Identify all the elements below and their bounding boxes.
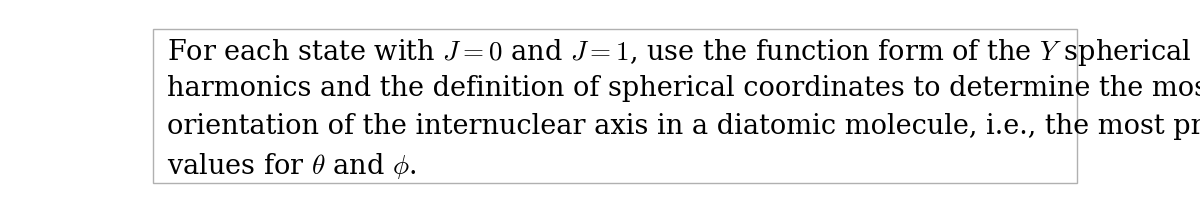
Text: values for $\theta$ and $\phi$.: values for $\theta$ and $\phi$. xyxy=(167,151,416,181)
Text: harmonics and the definition of spherical coordinates to determine the most prob: harmonics and the definition of spherica… xyxy=(167,75,1200,102)
Text: orientation of the internuclear axis in a diatomic molecule, i.e., the most prob: orientation of the internuclear axis in … xyxy=(167,113,1200,140)
FancyBboxPatch shape xyxy=(152,29,1078,183)
Text: For each state with $J = 0$ and $J = 1$, use the function form of the $Y$ spheri: For each state with $J = 0$ and $J = 1$,… xyxy=(167,37,1192,68)
